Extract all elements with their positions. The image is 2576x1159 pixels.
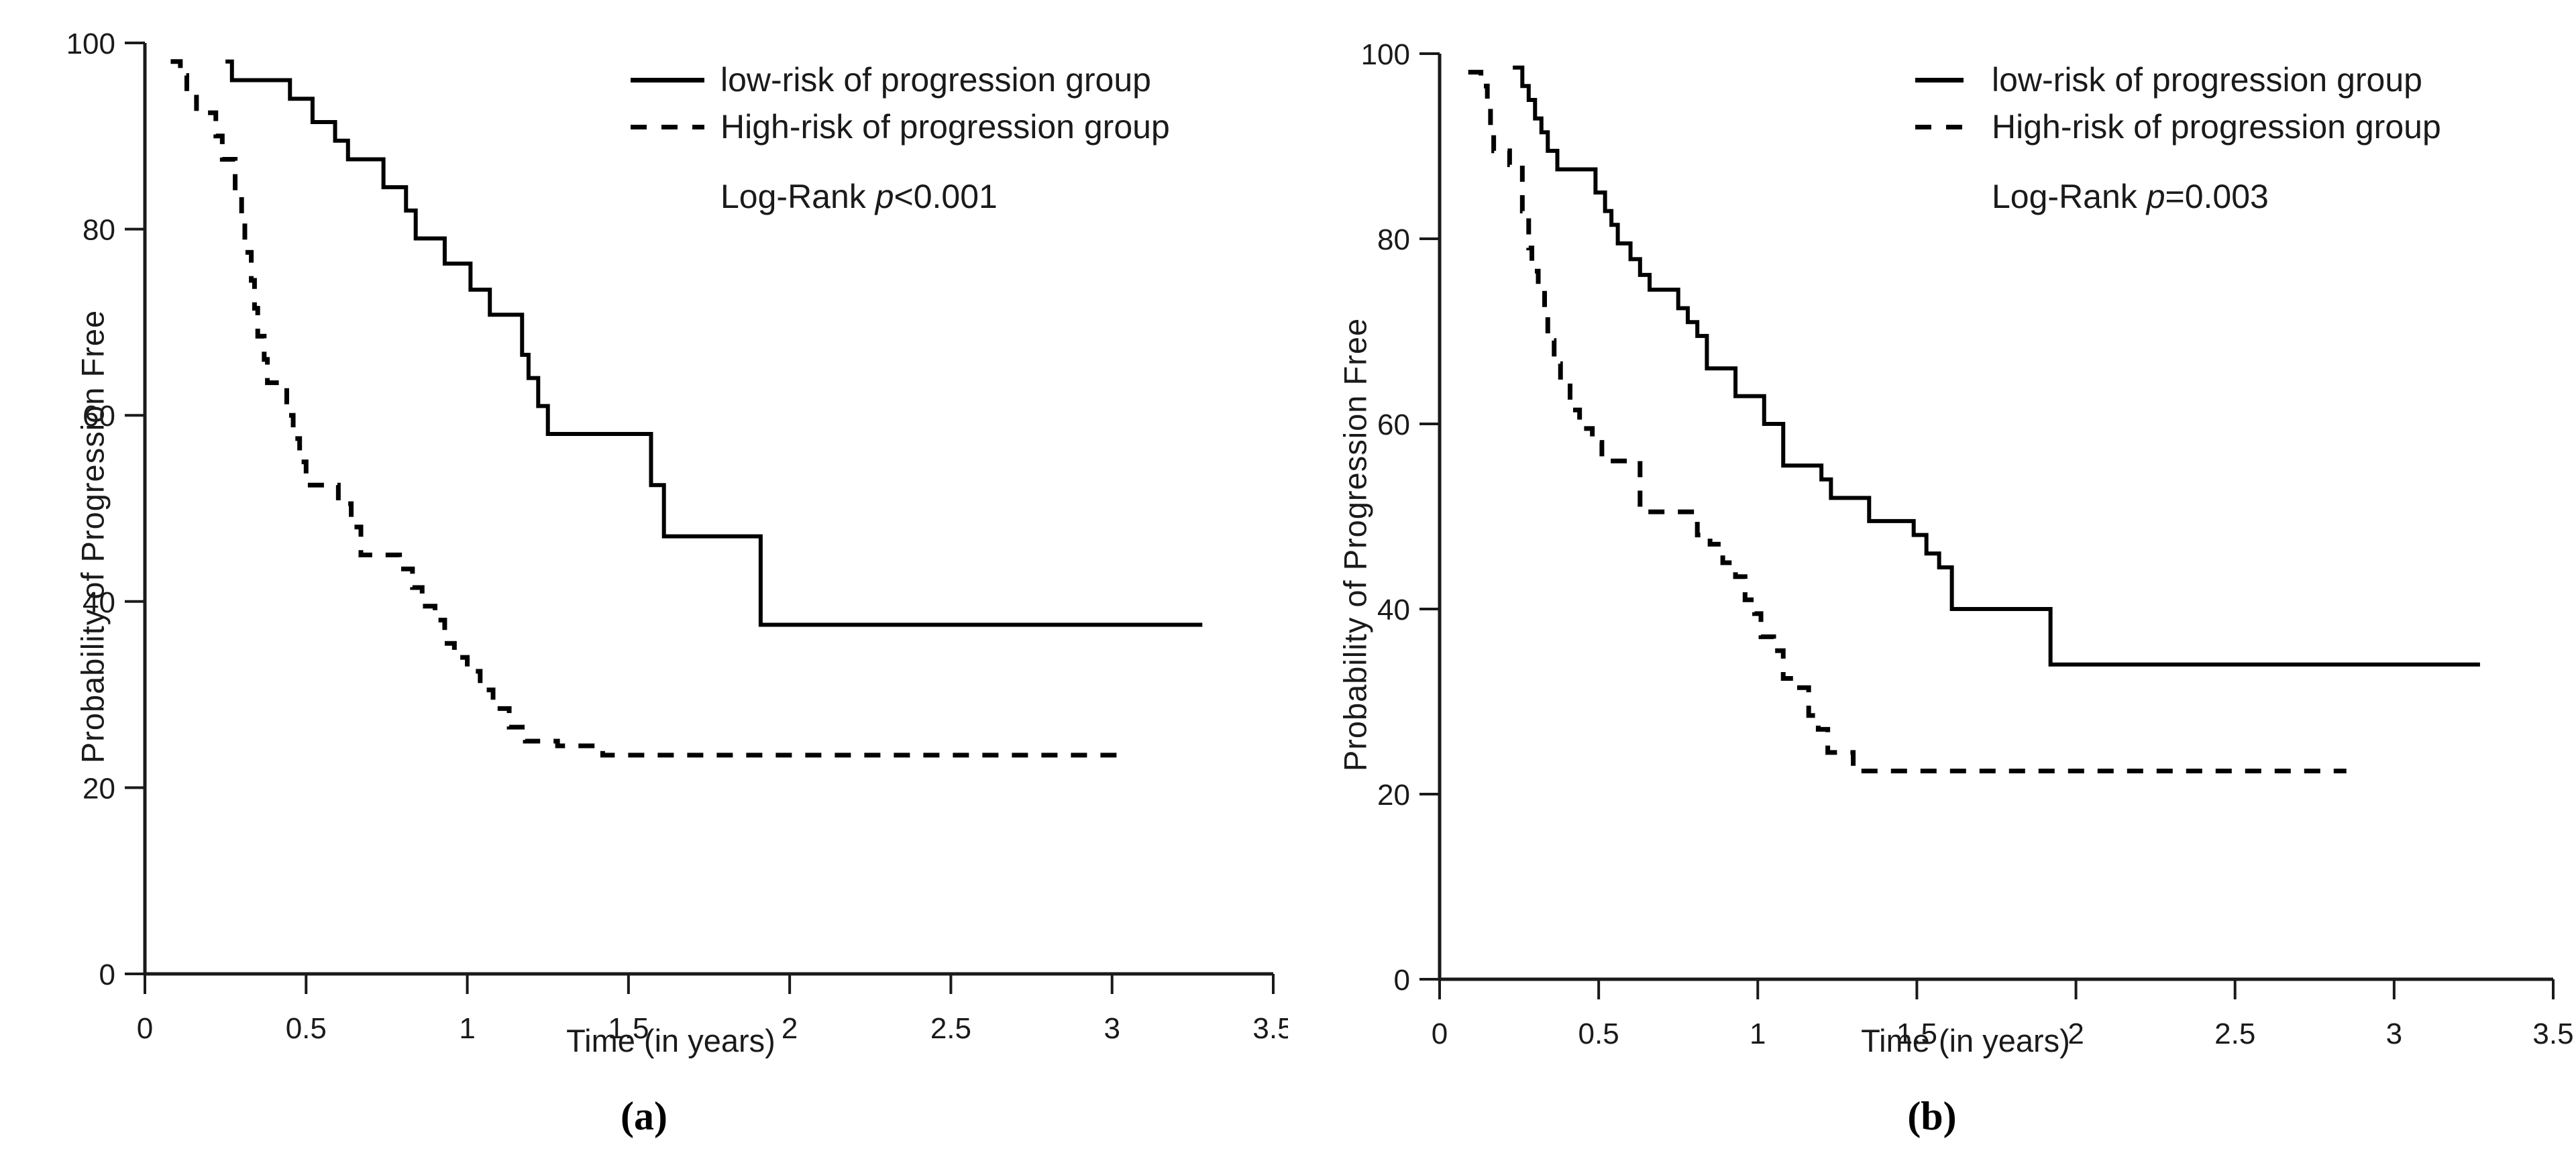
- curve-low-risk: [1513, 65, 2480, 667]
- legend: low-risk of progression group High-risk …: [631, 56, 1170, 216]
- y-tick-label: 80: [1377, 223, 1410, 256]
- p-value-text: <0.001: [894, 178, 998, 215]
- panel-b: 0 0.5 1 1.5 2 2.5 3 3.5 0 20 40 60 80 100 Probability…: [1288, 0, 2576, 1159]
- survival-plot-a: 0 0.5 1 1.5 2 2.5 3 3.5 0 20 40 60 80 100: [66, 27, 1288, 1045]
- x-tick-label: 3: [1104, 1012, 1120, 1045]
- y-tick-label: 40: [83, 586, 115, 619]
- y-axis-title: Probability of Progression Free: [74, 309, 111, 764]
- legend-item-high-risk: High-risk of progression group: [1915, 103, 2441, 150]
- log-rank-p-value: Log-Rank p<0.001: [720, 177, 1170, 216]
- legend: low-risk of progression group High-risk …: [1915, 56, 2441, 216]
- solid-line-icon: [1915, 77, 1964, 82]
- legend-item-low-risk: low-risk of progression group: [1915, 56, 2441, 103]
- y-tick-label: 60: [1377, 408, 1410, 441]
- legend-label-high-risk: High-risk of progression group: [720, 108, 1170, 146]
- y-tick-label: 20: [83, 772, 115, 805]
- p-value-text: =0.003: [2165, 178, 2269, 215]
- log-rank-prefix: Log-Rank: [720, 178, 875, 215]
- curve-high-risk: [1468, 70, 2347, 773]
- y-tick-label: 0: [1394, 964, 1410, 997]
- y-tick-label: 0: [99, 958, 115, 991]
- dashed-line-icon: [1915, 124, 1964, 129]
- x-axis-title: Time (in years): [566, 1023, 775, 1058]
- subfigure-label-b: (b): [1907, 1094, 1957, 1138]
- x-tick-label: 2: [782, 1012, 798, 1045]
- dashed-line-icon: [631, 124, 704, 129]
- p-symbol: p: [875, 178, 894, 215]
- x-tick-label: 2.5: [930, 1012, 971, 1045]
- survival-plot-b: 0 0.5 1 1.5 2 2.5 3 3.5 0 20 40 60 80 100: [1361, 38, 2574, 1050]
- x-tick-label: 2.5: [2214, 1017, 2255, 1050]
- legend-label-high-risk: High-risk of progression group: [1992, 108, 2441, 146]
- x-tick-label: 0: [1432, 1017, 1448, 1050]
- curve-low-risk: [225, 59, 1203, 627]
- x-tick-label: 3.5: [1252, 1012, 1288, 1045]
- x-tick-label: 3: [2386, 1017, 2402, 1050]
- legend-item-low-risk: low-risk of progression group: [631, 56, 1170, 103]
- log-rank-p-value: Log-Rank p=0.003: [1992, 177, 2441, 216]
- x-tick-label: 0.5: [286, 1012, 327, 1045]
- y-tick-label: 20: [1377, 779, 1410, 812]
- subfigure-label-a: (a): [621, 1094, 667, 1138]
- y-tick-label: 80: [83, 214, 115, 247]
- x-tick-label: 0.5: [1578, 1017, 1619, 1050]
- y-tick-label: 100: [1361, 38, 1410, 71]
- panel-a: 0 0.5 1 1.5 2 2.5 3 3.5 0 20 40 60 80 100 Probability…: [66, 27, 1288, 1138]
- x-tick-label: 0: [137, 1012, 153, 1045]
- x-tick-label: 1.5: [1896, 1017, 1937, 1050]
- x-tick-label: 1: [1750, 1017, 1766, 1050]
- legend-label-low-risk: low-risk of progression group: [720, 61, 1151, 99]
- y-tick-label: 60: [83, 400, 115, 433]
- x-tick-label: 2: [2068, 1017, 2084, 1050]
- p-symbol: p: [2146, 178, 2165, 215]
- y-tick-label: 100: [66, 27, 115, 60]
- solid-line-icon: [631, 77, 704, 82]
- y-tick-label: 40: [1377, 594, 1410, 626]
- x-tick-label: 3.5: [2532, 1017, 2573, 1050]
- log-rank-prefix: Log-Rank: [1992, 178, 2147, 215]
- legend-label-low-risk: low-risk of progression group: [1992, 61, 2422, 99]
- legend-item-high-risk: High-risk of progression group: [631, 103, 1170, 150]
- y-axis-title: Probability of Progression Free: [1337, 317, 1373, 772]
- x-tick-label: 1.5: [608, 1012, 649, 1045]
- x-tick-label: 1: [459, 1012, 475, 1045]
- x-axis-title: Time (in years): [1861, 1023, 2070, 1058]
